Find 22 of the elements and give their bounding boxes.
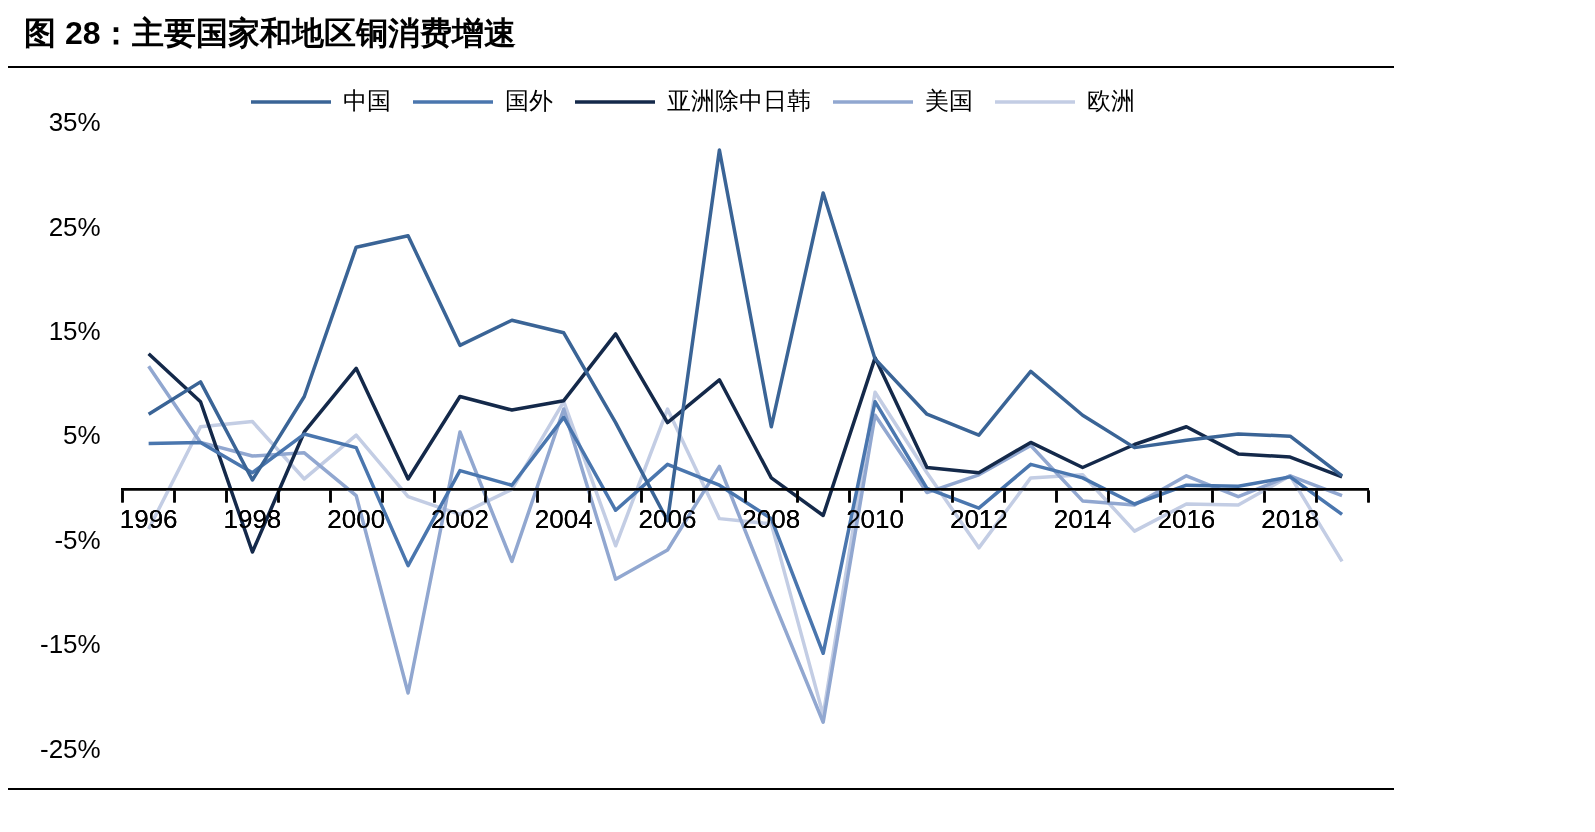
chart-title: 图 28：主要国家和地区铜消费增速 (8, 8, 1394, 68)
y-tick-label: 5% (63, 420, 101, 451)
x-tick-label: 2016 (1157, 504, 1216, 535)
y-tick-label: -15% (39, 629, 101, 660)
x-tick-label: 2000 (327, 504, 386, 535)
legend-label: 中国 (343, 86, 391, 114)
x-tick-label: 1996 (119, 504, 178, 535)
x-tick-label: 2004 (534, 504, 593, 535)
x-tick-label: 2006 (638, 504, 697, 535)
x-tick-label: 2014 (1053, 504, 1112, 535)
legend-label: 美国 (925, 86, 973, 114)
x-tick-label: 2012 (949, 504, 1008, 535)
x-tick-label: 2018 (1261, 504, 1320, 535)
y-tick-label: 15% (48, 315, 101, 346)
legend-label: 国外 (505, 86, 553, 114)
x-tick-label: 2002 (431, 504, 489, 535)
legend-label: 欧洲 (1087, 86, 1135, 114)
y-tick-label: 25% (48, 211, 101, 242)
y-tick-label: -25% (39, 733, 101, 764)
y-tick-label: 35% (48, 107, 101, 138)
legend-label: 亚洲除中日韩 (667, 86, 811, 114)
y-tick-label: -5% (54, 524, 101, 555)
